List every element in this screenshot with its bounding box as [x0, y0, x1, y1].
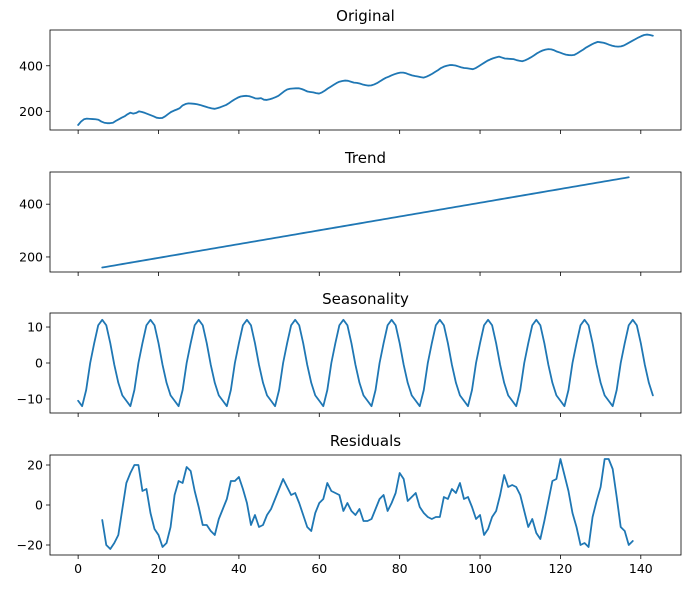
seasonality-title: Seasonality — [322, 290, 409, 308]
residuals-x-tick-label: 40 — [231, 561, 247, 576]
residuals-x-tick-label: 100 — [468, 561, 492, 576]
residuals-y-tick-label: 20 — [27, 458, 43, 473]
original-y-tick-label: 200 — [19, 104, 43, 119]
trend-y-tick-label: 200 — [19, 249, 43, 264]
residuals-x-tick-label: 140 — [629, 561, 653, 576]
residuals-axes-frame — [49, 454, 682, 556]
residuals-x-tick-label: 60 — [311, 561, 327, 576]
residuals-x-tick-label: 20 — [151, 561, 167, 576]
seasonality-y-tick-label: −10 — [17, 391, 43, 406]
trend-y-tick-label: 400 — [19, 197, 43, 212]
original-axes-frame — [49, 29, 682, 131]
trend-panel: Trend 200 400 — [19, 149, 682, 276]
original-y-tick-label: 400 — [19, 58, 43, 73]
original-panel: Original 200 400 — [19, 7, 682, 134]
residuals-x-tick-label: 120 — [548, 561, 572, 576]
residuals-series-line — [101, 458, 634, 550]
residuals-x-tick-label: 80 — [392, 561, 408, 576]
trend-axes-frame — [49, 171, 682, 273]
original-series-line — [77, 33, 654, 126]
seasonality-y-tick-label: 10 — [27, 320, 43, 335]
trend-series-line — [101, 176, 630, 269]
residuals-panel: Residuals −20 0 20 0 20 40 60 80 100 120 140 — [17, 432, 682, 576]
trend-title: Trend — [344, 149, 386, 167]
seasonality-y-tick-label: 0 — [35, 356, 43, 371]
residuals-y-tick-label: −20 — [17, 538, 43, 553]
residuals-x-tick-label: 0 — [74, 561, 82, 576]
residuals-y-tick-label: 0 — [35, 498, 43, 513]
residuals-title: Residuals — [330, 432, 401, 450]
seasonality-panel: Seasonality −10 0 10 — [17, 290, 682, 417]
original-title: Original — [336, 7, 395, 25]
seasonality-series-line — [77, 318, 654, 408]
